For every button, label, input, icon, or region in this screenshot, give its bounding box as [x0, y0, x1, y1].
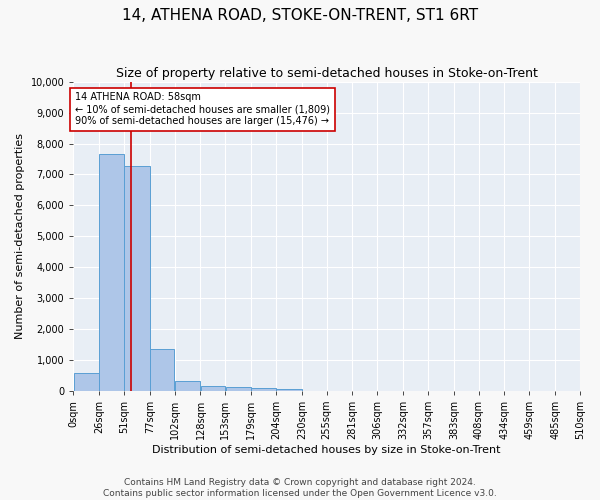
Bar [74, 374, 99, 391]
Y-axis label: Number of semi-detached properties: Number of semi-detached properties [15, 134, 25, 340]
Bar [226, 388, 251, 391]
Bar [150, 349, 175, 391]
X-axis label: Distribution of semi-detached houses by size in Stoke-on-Trent: Distribution of semi-detached houses by … [152, 445, 501, 455]
Text: 14 ATHENA ROAD: 58sqm
← 10% of semi-detached houses are smaller (1,809)
90% of s: 14 ATHENA ROAD: 58sqm ← 10% of semi-deta… [76, 92, 331, 126]
Title: Size of property relative to semi-detached houses in Stoke-on-Trent: Size of property relative to semi-detach… [116, 68, 538, 80]
Bar [251, 388, 276, 391]
Text: 14, ATHENA ROAD, STOKE-ON-TRENT, ST1 6RT: 14, ATHENA ROAD, STOKE-ON-TRENT, ST1 6RT [122, 8, 478, 22]
Bar [276, 389, 302, 391]
Bar [100, 154, 124, 391]
Bar [201, 386, 225, 391]
Text: Contains HM Land Registry data © Crown copyright and database right 2024.
Contai: Contains HM Land Registry data © Crown c… [103, 478, 497, 498]
Bar [175, 381, 200, 391]
Bar [124, 166, 149, 391]
